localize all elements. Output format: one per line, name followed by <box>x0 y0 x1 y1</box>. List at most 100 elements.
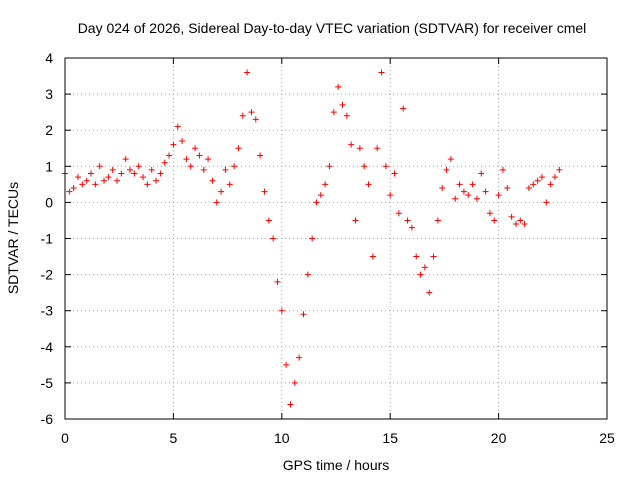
data-point <box>491 217 498 224</box>
data-point <box>326 163 333 170</box>
data-point <box>287 401 294 408</box>
data-point <box>179 138 186 145</box>
data-point <box>456 181 463 188</box>
data-point <box>408 224 415 231</box>
data-point <box>517 217 524 224</box>
y-tick-label: -1 <box>41 231 54 247</box>
data-point <box>304 271 311 278</box>
data-point <box>473 195 480 202</box>
data-point <box>361 163 368 170</box>
y-tick-label: -3 <box>41 303 54 319</box>
data-point <box>114 177 121 184</box>
y-axis-label: SDTVAR / TECUs <box>5 182 21 294</box>
data-point <box>508 213 515 220</box>
data-point <box>235 145 242 152</box>
data-point <box>261 188 268 195</box>
data-point <box>365 181 372 188</box>
data-point <box>96 163 103 170</box>
data-point <box>196 152 203 159</box>
data-point <box>144 181 151 188</box>
data-point <box>200 166 207 173</box>
data-point <box>66 188 73 195</box>
data-point <box>79 181 86 188</box>
data-point <box>270 235 277 242</box>
data-point <box>382 163 389 170</box>
data-point <box>313 199 320 206</box>
data-point <box>88 170 95 177</box>
x-tick-labels: 0 5 10 15 20 25 <box>61 430 615 446</box>
y-tick-labels: -6 -5 -4 -3 -2 -1 0 1 2 3 4 <box>41 50 54 427</box>
data-point <box>239 112 246 119</box>
data-point <box>395 210 402 217</box>
y-tick-label: 1 <box>45 158 53 174</box>
data-point <box>118 170 125 177</box>
data-point <box>525 184 532 191</box>
data-point <box>387 192 394 199</box>
data-point <box>547 181 554 188</box>
x-tick-label: 0 <box>61 430 69 446</box>
data-point <box>274 278 281 285</box>
data-point <box>521 221 528 228</box>
data-point <box>421 264 428 271</box>
data-point <box>556 166 563 173</box>
data-point <box>209 177 216 184</box>
data-point <box>348 141 355 148</box>
data-point <box>335 83 342 90</box>
data-point <box>70 184 77 191</box>
data-point <box>122 156 129 163</box>
data-point <box>486 210 493 217</box>
y-tick-label: -5 <box>41 375 54 391</box>
data-point <box>400 105 407 112</box>
y-tick-label: -6 <box>41 411 54 427</box>
data-point <box>291 379 298 386</box>
data-point <box>452 195 459 202</box>
data-point <box>551 174 558 181</box>
data-point <box>482 188 489 195</box>
data-point <box>317 192 324 199</box>
data-point <box>426 289 433 296</box>
data-point <box>170 141 177 148</box>
data-point <box>187 163 194 170</box>
data-point <box>322 181 329 188</box>
data-point <box>161 159 168 166</box>
data-point <box>257 152 264 159</box>
data-point <box>192 145 199 152</box>
data-point <box>174 123 181 130</box>
data-point <box>343 112 350 119</box>
data-point <box>369 253 376 260</box>
data-point <box>300 311 307 318</box>
data-point <box>504 184 511 191</box>
data-point <box>447 156 454 163</box>
grid-lines <box>65 58 607 419</box>
data-point <box>244 69 251 76</box>
data-point <box>465 192 472 199</box>
data-point <box>75 174 82 181</box>
data-point <box>538 174 545 181</box>
data-point <box>109 166 116 173</box>
y-tick-label: 4 <box>45 50 53 66</box>
data-point <box>469 181 476 188</box>
data-point <box>278 307 285 314</box>
data-point <box>140 174 147 181</box>
data-point <box>543 199 550 206</box>
data-point <box>296 354 303 361</box>
x-tick-label: 5 <box>170 430 178 446</box>
data-point <box>534 177 541 184</box>
data-point <box>309 235 316 242</box>
data-point <box>499 166 506 173</box>
data-point <box>339 101 346 108</box>
data-point <box>330 109 337 116</box>
data-point <box>131 170 138 177</box>
data-point <box>404 217 411 224</box>
data-point <box>460 188 467 195</box>
plot-frame <box>64 57 608 420</box>
chart-title: Day 024 of 2026, Sidereal Day-to-day VTE… <box>78 20 587 36</box>
data-point <box>231 163 238 170</box>
data-point <box>105 174 112 181</box>
data-point <box>530 181 537 188</box>
data-point <box>252 116 259 123</box>
data-point <box>374 145 381 152</box>
data-point <box>283 361 290 368</box>
data-point <box>183 156 190 163</box>
data-point <box>92 181 99 188</box>
